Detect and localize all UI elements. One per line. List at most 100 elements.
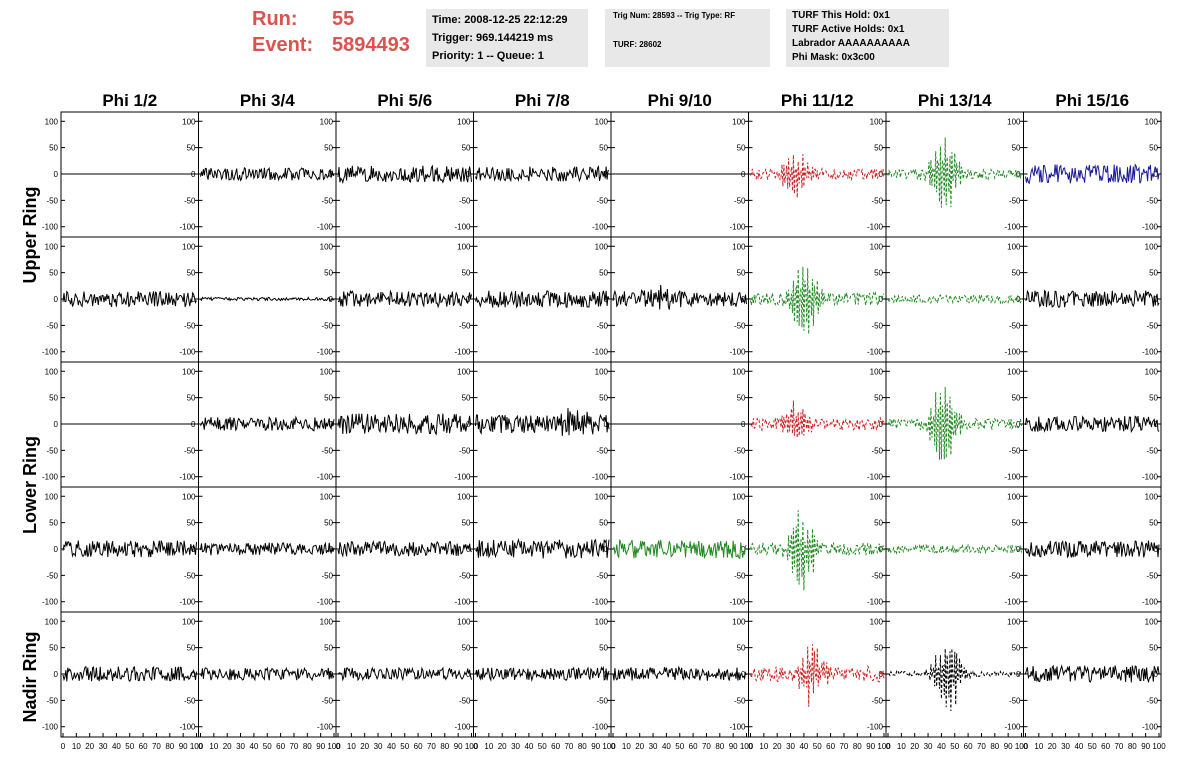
y-tick-label: -50 [596, 571, 608, 580]
y-tick-label: 0 [54, 545, 59, 554]
waveform-trace [750, 266, 885, 335]
x-tick-label: 70 [1114, 742, 1123, 751]
waveform-trace [750, 400, 885, 438]
y-tick-label: 100 [457, 617, 471, 626]
y-tick-label: 50 [599, 269, 608, 278]
waveform-trace [475, 665, 610, 682]
y-tick-label: -50 [1146, 446, 1158, 455]
x-tick-label: 100 [327, 742, 341, 751]
y-tick-label: -50 [1009, 321, 1021, 330]
waveform-trace [750, 644, 885, 707]
y-tick-label: 100 [182, 242, 196, 251]
y-tick-label: 50 [49, 269, 58, 278]
y-tick-label: -100 [42, 723, 59, 732]
priority-line: Priority: 1 -- Queue: 1 [432, 50, 544, 62]
x-tick-label: 40 [524, 742, 533, 751]
y-tick-label: 50 [874, 394, 883, 403]
y-tick-label: 50 [462, 519, 471, 528]
x-tick-label: 40 [799, 742, 808, 751]
y-tick-label: -100 [179, 473, 196, 482]
y-tick-label: -50 [1146, 321, 1158, 330]
y-tick-label: 50 [1012, 519, 1021, 528]
x-tick-label: 60 [276, 742, 285, 751]
waveform-trace [1025, 289, 1160, 309]
x-tick-label: 60 [414, 742, 423, 751]
y-tick-label: 50 [324, 144, 333, 153]
y-tick-label: -50 [734, 196, 746, 205]
y-tick-label: -100 [454, 723, 471, 732]
y-tick-label: 0 [1154, 670, 1159, 679]
column-title: Phi 13/14 [918, 91, 992, 110]
waveform-trace [62, 290, 197, 308]
y-tick-label: 50 [324, 269, 333, 278]
x-tick-label: 80 [715, 742, 724, 751]
y-tick-label: -100 [179, 223, 196, 232]
y-tick-label: 50 [49, 519, 58, 528]
y-tick-label: -50 [871, 196, 883, 205]
y-tick-label: -50 [1009, 571, 1021, 580]
waveform-trace [200, 296, 335, 302]
panel-frame [748, 236, 887, 363]
x-tick-label: 90 [591, 742, 600, 751]
y-tick-label: 0 [329, 420, 334, 429]
y-tick-label: 100 [1145, 367, 1159, 376]
y-tick-label: 50 [599, 144, 608, 153]
y-tick-label: -50 [184, 446, 196, 455]
y-tick-label: 50 [324, 644, 333, 653]
y-tick-label: 100 [870, 492, 884, 501]
y-tick-label: -100 [592, 598, 609, 607]
y-tick-label: 0 [879, 420, 884, 429]
labrador-line: Labrador AAAAAAAAAA [792, 38, 910, 49]
y-tick-label: 100 [870, 617, 884, 626]
waveform-trace [337, 164, 472, 185]
x-tick-label: 30 [924, 742, 933, 751]
y-tick-label: 0 [1016, 170, 1021, 179]
run-value: 55 [332, 8, 355, 30]
y-tick-label: 100 [320, 492, 334, 501]
panel-frame [610, 236, 749, 363]
y-tick-label: -50 [459, 196, 471, 205]
x-tick-label: 50 [1088, 742, 1097, 751]
waveform-trace [1025, 415, 1160, 434]
y-tick-label: 100 [320, 367, 334, 376]
y-tick-label: 50 [599, 519, 608, 528]
y-tick-label: 50 [187, 519, 196, 528]
x-tick-label: 0 [198, 742, 203, 751]
y-tick-label: -100 [317, 473, 334, 482]
y-tick-label: 0 [741, 545, 746, 554]
waveform-trace [887, 542, 1022, 555]
y-tick-label: -100 [454, 473, 471, 482]
y-tick-label: -100 [317, 348, 334, 357]
y-tick-label: 0 [54, 170, 59, 179]
y-tick-label: 50 [874, 644, 883, 653]
y-tick-label: -50 [734, 446, 746, 455]
x-tick-label: 100 [465, 742, 479, 751]
column-title: Phi 1/2 [102, 91, 157, 110]
y-tick-label: 0 [879, 170, 884, 179]
y-tick-label: 0 [604, 420, 609, 429]
y-tick-label: 50 [737, 394, 746, 403]
y-tick-label: -100 [1142, 348, 1159, 357]
y-tick-label: 50 [324, 519, 333, 528]
y-tick-label: -100 [729, 598, 746, 607]
x-tick-label: 50 [675, 742, 684, 751]
y-tick-label: 0 [604, 545, 609, 554]
y-tick-label: 100 [1007, 617, 1021, 626]
y-tick-label: 50 [1012, 144, 1021, 153]
y-tick-label: -100 [1004, 348, 1021, 357]
turf-info-panel: TURF This Hold: 0x1 TURF Active Holds: 0… [786, 9, 949, 67]
x-tick-label: 0 [473, 742, 478, 751]
y-tick-label: 0 [1016, 420, 1021, 429]
y-tick-label: 50 [737, 644, 746, 653]
y-tick-label: -50 [596, 196, 608, 205]
trig-line: Trig Num: 28593 -- Trig Type: RF [613, 11, 736, 20]
y-tick-label: 100 [1007, 117, 1021, 126]
y-tick-label: 100 [1145, 117, 1159, 126]
waveform-trace [475, 407, 610, 436]
y-tick-label: 0 [54, 420, 59, 429]
panel-frame [748, 486, 887, 613]
x-tick-label: 30 [374, 742, 383, 751]
x-tick-label: 20 [910, 742, 919, 751]
x-tick-label: 10 [72, 742, 81, 751]
x-tick-label: 60 [1101, 742, 1110, 751]
